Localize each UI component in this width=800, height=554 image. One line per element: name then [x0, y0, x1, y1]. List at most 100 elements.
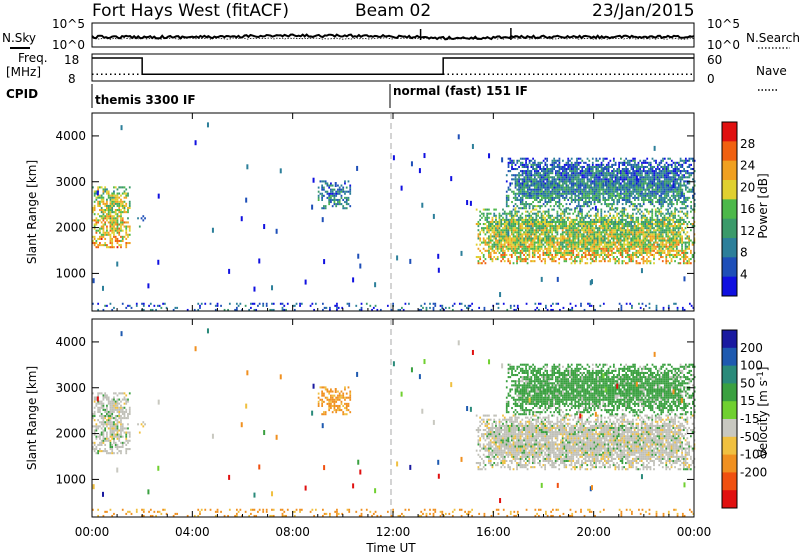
power-cell	[193, 308, 196, 311]
power-cell	[582, 245, 585, 248]
power-cell	[530, 247, 532, 250]
power-cell	[547, 214, 550, 217]
power-cell	[630, 231, 633, 234]
power-cell	[568, 241, 571, 244]
power-cell	[605, 184, 608, 187]
power-cell	[660, 225, 662, 228]
power-cell	[641, 174, 643, 177]
power-cell	[555, 165, 557, 168]
power-cell	[549, 196, 552, 199]
power-cell	[607, 182, 610, 185]
power-cell	[542, 218, 545, 221]
power-cell	[576, 174, 578, 177]
power-cell	[625, 249, 627, 252]
power-cell	[576, 168, 578, 171]
power-cell	[662, 172, 664, 175]
power-cell	[500, 233, 503, 236]
power-cell	[128, 225, 131, 228]
power-cell	[634, 184, 636, 187]
power-cell	[634, 159, 636, 162]
power-cell	[590, 176, 592, 179]
power-cell	[648, 168, 650, 171]
power-cell	[589, 237, 592, 240]
power-cell	[563, 241, 566, 244]
power-cell	[569, 180, 571, 183]
power-cell	[674, 239, 676, 242]
power-cell	[593, 196, 596, 199]
power-cell	[563, 165, 566, 168]
power-cell	[523, 184, 526, 187]
power-cell	[518, 182, 520, 185]
power-cell	[113, 198, 115, 201]
power-cell	[586, 157, 589, 160]
power-cell	[688, 260, 690, 263]
power-cell	[481, 241, 483, 244]
power-cell	[588, 159, 591, 162]
power-cell	[637, 223, 640, 226]
power-cell	[561, 251, 564, 254]
power-cell	[565, 161, 568, 164]
power-cell	[583, 192, 585, 195]
power-cell	[665, 176, 668, 179]
power-cell	[116, 196, 119, 199]
power-cell	[116, 219, 119, 222]
power-cell	[509, 245, 511, 248]
power-cell	[656, 229, 659, 232]
power-cell	[658, 180, 661, 183]
power-cell	[669, 196, 671, 199]
power-cell	[586, 172, 589, 175]
power-cell	[677, 168, 680, 171]
power-cell	[551, 241, 554, 244]
power-cell	[539, 201, 541, 204]
noise-sky-line	[91, 33, 695, 41]
power-cell	[551, 235, 554, 238]
power-cell	[498, 220, 501, 223]
power-cell	[495, 218, 497, 221]
power-cell	[448, 306, 451, 309]
power-cell	[590, 184, 592, 187]
power-cell	[612, 258, 615, 261]
power-cell	[588, 163, 591, 166]
power-cell	[545, 306, 547, 309]
power-cell	[392, 302, 395, 305]
power-cell	[654, 241, 657, 244]
power-cell	[570, 251, 573, 254]
power-cell	[663, 192, 666, 195]
power-cell	[496, 241, 499, 244]
power-cell	[656, 245, 659, 248]
power-cell	[523, 186, 526, 189]
power-cell	[661, 241, 664, 244]
power-cell	[486, 229, 489, 232]
power-cell	[537, 170, 540, 173]
power-cell	[635, 168, 638, 171]
power-cell	[516, 174, 519, 177]
power-cell	[600, 235, 603, 238]
power-cell	[614, 178, 617, 181]
power-cell	[600, 251, 603, 254]
power-cell	[491, 239, 494, 242]
power-cell	[625, 214, 627, 217]
power-cell	[549, 214, 552, 217]
power-cell	[653, 253, 655, 256]
power-cell	[519, 251, 522, 254]
power-cell	[550, 308, 553, 311]
power-cell	[109, 223, 112, 226]
power-cell	[596, 220, 599, 223]
power-cell	[675, 256, 678, 259]
power-cell	[588, 247, 590, 250]
power-cell	[523, 192, 526, 195]
power-cell	[519, 216, 522, 219]
power-cell	[526, 247, 529, 250]
power-cell	[519, 170, 522, 173]
power-cell	[542, 180, 545, 183]
power-cell	[502, 227, 504, 230]
power-cell	[565, 239, 568, 242]
power-cell	[607, 168, 610, 171]
power-cell	[510, 220, 513, 223]
power-cell	[593, 237, 596, 240]
power-cell	[528, 218, 531, 221]
power-cell	[500, 214, 503, 217]
power-cell	[531, 237, 534, 240]
power-cell	[596, 214, 599, 217]
power-cell	[549, 216, 552, 219]
